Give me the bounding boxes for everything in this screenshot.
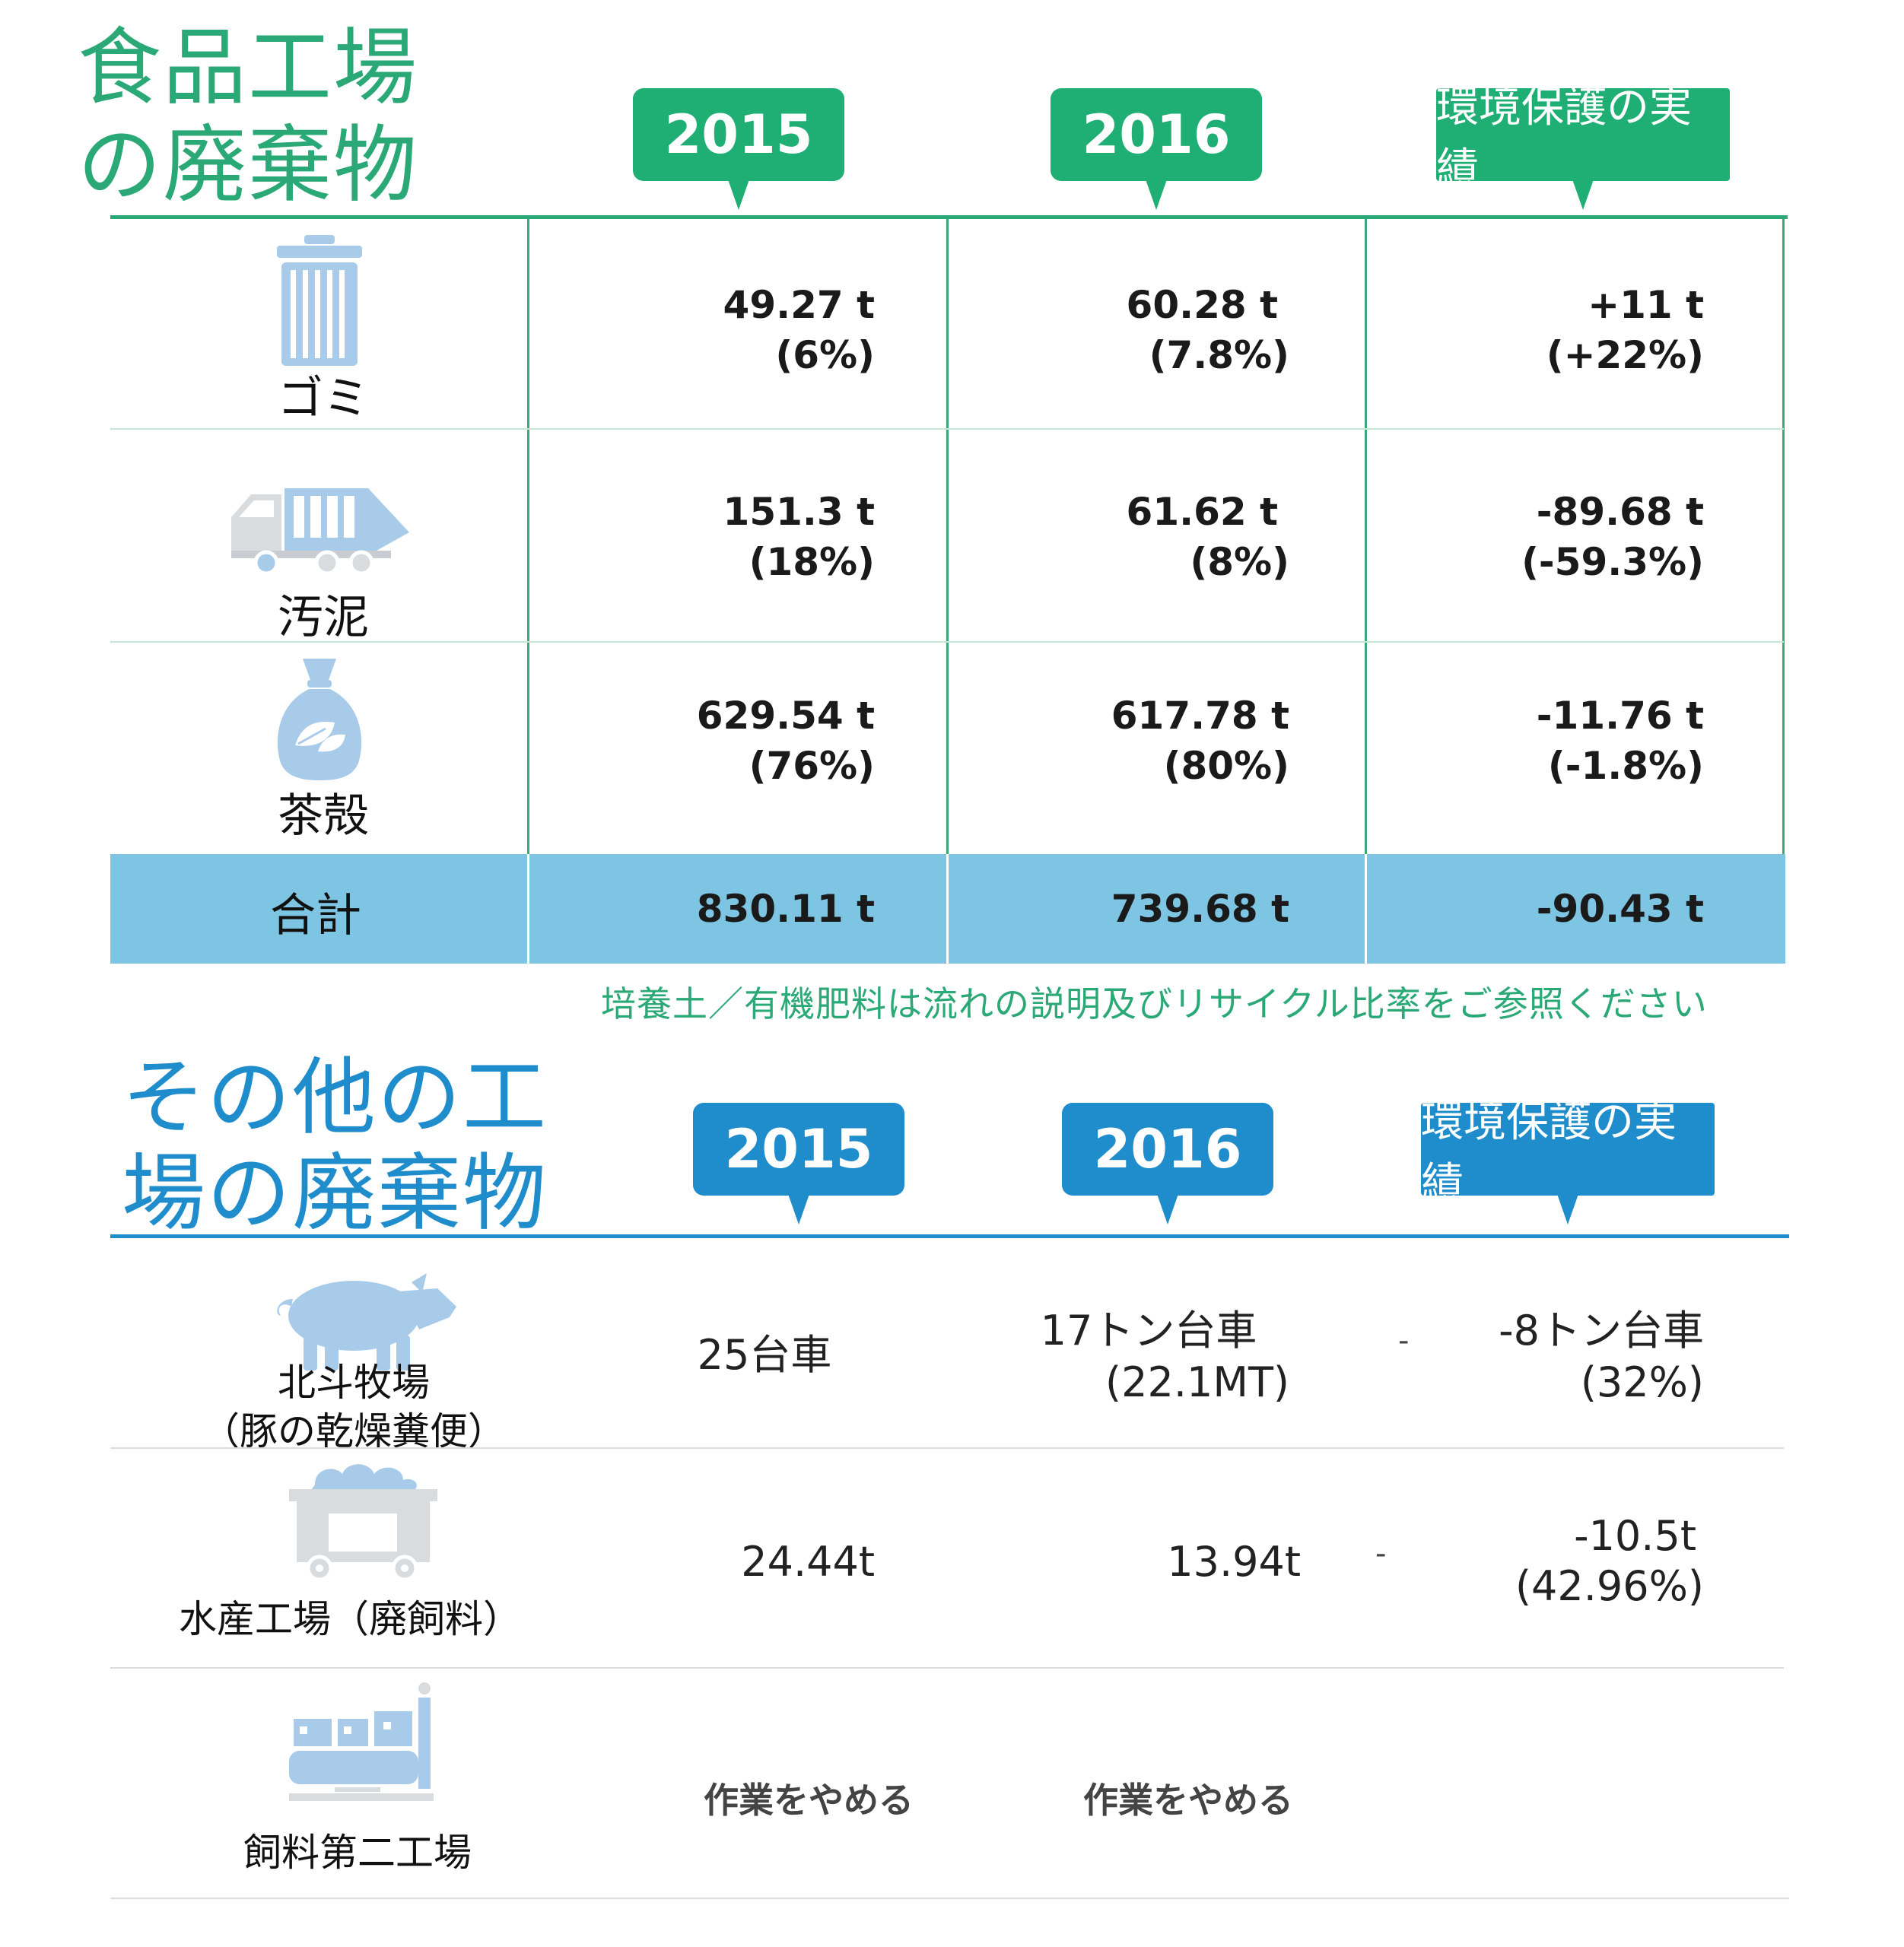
total-2015: 830.11 t — [696, 887, 875, 931]
value-diff: -89.68 t — [1536, 490, 1704, 534]
value-diff: -8トン台車 — [1499, 1307, 1704, 1355]
header-tab-label: 環境保護の実績 — [1436, 83, 1692, 194]
grid-vline — [1365, 854, 1367, 964]
tea-bag-icon — [272, 654, 367, 786]
row-label-garbage: ゴミ — [278, 372, 369, 425]
factory-icon — [289, 1681, 437, 1817]
percent-diff: (32%) — [1580, 1358, 1704, 1406]
value-2015: 25台車 — [697, 1331, 832, 1379]
dash: - — [1398, 1323, 1410, 1358]
row-divider — [110, 1898, 1789, 1899]
percent-2016: (80%) — [1163, 744, 1289, 788]
row-label-feed-plant-2: 飼料第二工場 — [243, 1831, 472, 1875]
trash-can-icon — [274, 232, 365, 372]
value-2016-mt: (22.1MT) — [1105, 1358, 1289, 1406]
grid-vline — [527, 218, 529, 964]
grid-vline — [527, 854, 529, 964]
value-2016: 617.78 t — [1111, 694, 1289, 738]
value-2015: 24.44t — [741, 1538, 875, 1586]
percent-2015: (6%) — [775, 333, 875, 377]
value-diff: -11.76 t — [1536, 694, 1704, 738]
percent-diff: (+22%) — [1546, 333, 1704, 377]
section2-title: その他の工 場の廃棄物 — [122, 1050, 548, 1241]
grid-vline — [946, 218, 949, 964]
section1-title: 食品工場 の廃棄物 — [78, 19, 428, 214]
value-diff: -10.5t — [1574, 1512, 1696, 1560]
pig-icon — [270, 1269, 456, 1374]
header-tab-2016: 2016 — [1051, 88, 1262, 210]
value-2015: 629.54 t — [696, 694, 875, 738]
row-label-farm: 北斗牧場 — [278, 1361, 430, 1405]
value-2016: 60.28 t — [1126, 283, 1278, 327]
value-diff: +11 t — [1588, 283, 1704, 327]
dash: - — [1375, 1536, 1387, 1571]
percent-2016: (7.8%) — [1149, 333, 1289, 377]
section2-title-line2: 場の廃棄物 — [122, 1145, 548, 1242]
row-label-farm-sub: （豚の乾燥糞便） — [202, 1409, 506, 1453]
row-divider — [110, 1667, 1784, 1669]
percent-diff: (-1.8%) — [1547, 744, 1704, 788]
total-label: 合計 — [270, 889, 361, 942]
garbage-truck-icon — [228, 487, 411, 577]
value-2015: 49.27 t — [723, 283, 875, 327]
total-diff: -90.43 t — [1536, 887, 1704, 931]
total-2016: 739.68 t — [1111, 887, 1289, 931]
section1-title-line2: の廃棄物 — [78, 116, 418, 214]
mine-cart-icon — [289, 1460, 437, 1585]
row-divider — [110, 428, 1784, 430]
header-tab-label: 2015 — [664, 103, 813, 166]
percent-2015: (18%) — [749, 540, 875, 584]
value-2016: 61.62 t — [1126, 490, 1278, 534]
header-tab-label: 2016 — [1082, 103, 1231, 166]
header-tab-2015: 2015 — [693, 1103, 904, 1224]
status-2016: 作業をやめる — [1083, 1780, 1293, 1821]
percent-diff: (-59.3%) — [1521, 540, 1704, 584]
header-tab-results: 環境保護の実績 — [1436, 83, 1730, 210]
percent-2016: (8%) — [1190, 540, 1289, 584]
section2-top-rule — [110, 1234, 1789, 1238]
value-2016: 13.94t — [1167, 1538, 1301, 1586]
header-tab-label: 環境保護の実績 — [1421, 1097, 1677, 1209]
header-tab-label: 2016 — [1093, 1118, 1242, 1180]
section1-top-rule — [110, 215, 1788, 219]
status-2015: 作業をやめる — [704, 1780, 914, 1821]
value-2016: 17トン台車 — [1040, 1307, 1257, 1355]
percent-diff: (42.96%) — [1515, 1562, 1704, 1610]
row-label-aquatic-plant: 水産工場（廃飼料） — [179, 1597, 521, 1641]
section1-title-line1: 食品工場 — [78, 19, 418, 116]
header-tab-2016: 2016 — [1062, 1103, 1273, 1224]
row-divider — [110, 641, 1784, 643]
header-tab-results: 環境保護の実績 — [1421, 1097, 1715, 1224]
percent-2015: (76%) — [749, 744, 875, 788]
header-tab-2015: 2015 — [633, 88, 844, 210]
row-label-tea-leaves: 茶殻 — [278, 789, 369, 843]
row-label-sludge: 汚泥 — [278, 591, 369, 644]
grid-vline — [946, 854, 949, 964]
grid-vline — [1782, 218, 1785, 854]
footnote: 培養土／有機肥料は流れの説明及びリサイクル比率をご参照ください — [601, 983, 1708, 1024]
row-divider — [110, 1447, 1784, 1449]
grid-vline — [1365, 218, 1367, 964]
header-tab-label: 2015 — [724, 1118, 873, 1180]
section2-title-line1: その他の工 — [122, 1049, 548, 1146]
value-2015: 151.3 t — [723, 490, 875, 534]
